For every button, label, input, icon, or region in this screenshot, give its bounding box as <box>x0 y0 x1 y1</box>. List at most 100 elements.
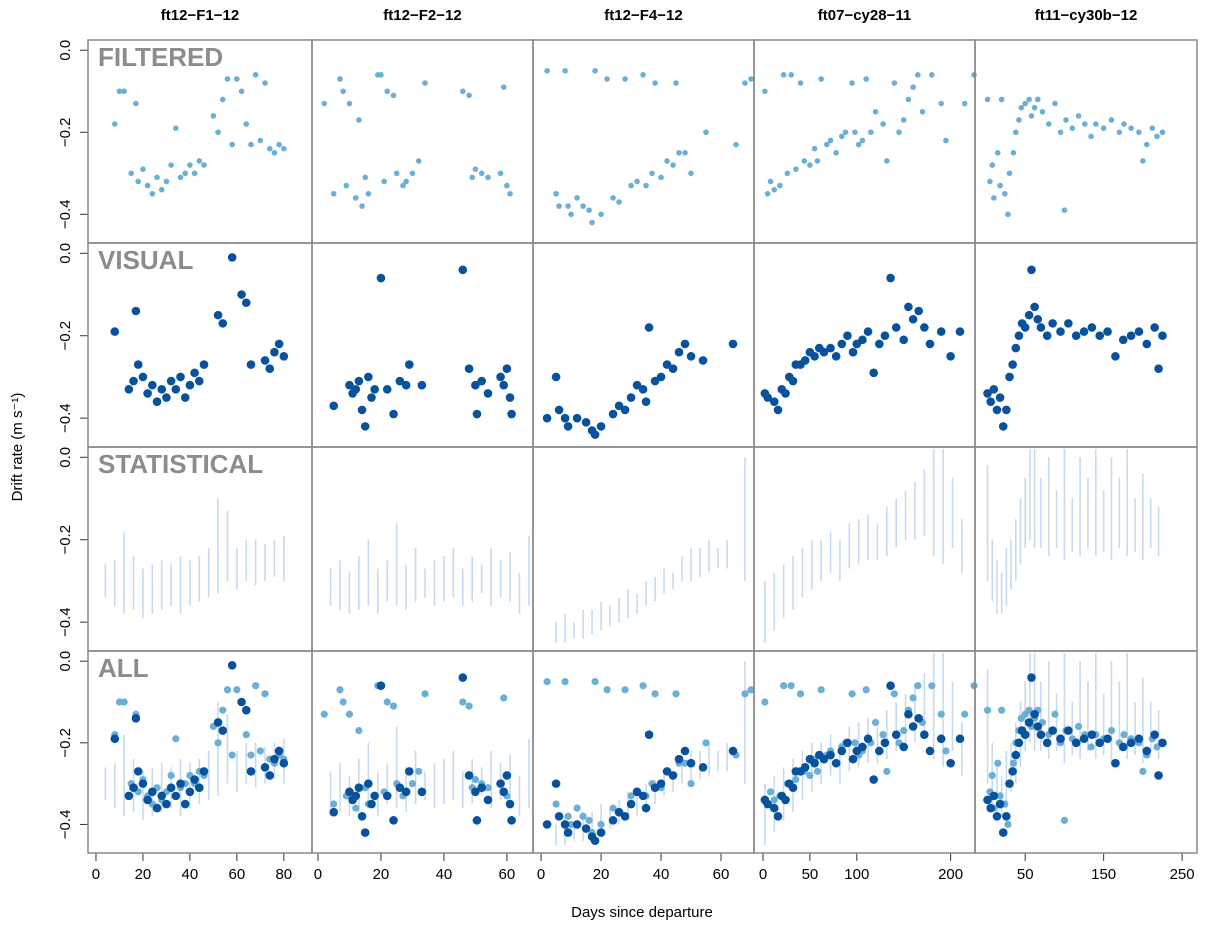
filtered-point <box>827 137 834 144</box>
visual-point <box>788 376 798 386</box>
filtered-point <box>658 174 664 181</box>
filtered-point <box>649 170 655 177</box>
filtered-point <box>890 690 898 698</box>
x-tick-label: 40 <box>436 866 453 883</box>
visual-point <box>171 791 181 801</box>
visual-point <box>1111 758 1120 768</box>
filtered-point <box>818 76 824 82</box>
visual-point <box>1033 722 1043 731</box>
filtered-point <box>994 149 1001 156</box>
filtered-point <box>764 190 771 197</box>
visual-point <box>1002 405 1011 415</box>
filtered-point <box>971 72 977 78</box>
filtered-point <box>998 96 1005 103</box>
filtered-point <box>1006 170 1013 177</box>
filtered-point <box>172 735 180 743</box>
filtered-point <box>681 759 689 767</box>
visual-point <box>1036 323 1046 332</box>
visual-point <box>560 413 570 423</box>
filtered-point <box>133 100 139 107</box>
filtered-point <box>872 108 879 115</box>
filtered-point <box>848 690 856 698</box>
visual-point <box>110 734 120 744</box>
filtered-point <box>961 710 969 718</box>
visual-point <box>1150 323 1159 332</box>
visual-point <box>542 820 552 829</box>
visual-point <box>992 811 1002 821</box>
visual-point <box>162 393 171 402</box>
visual-point <box>417 380 427 390</box>
filtered-point <box>1018 104 1025 111</box>
x-tick-label: 60 <box>229 866 246 883</box>
filtered-point <box>346 100 353 107</box>
filtered-point <box>149 190 156 197</box>
visual-point <box>819 754 829 764</box>
visual-point <box>632 380 642 390</box>
x-tick-label: 0 <box>537 866 545 883</box>
visual-point <box>265 771 275 780</box>
visual-point <box>376 273 386 283</box>
visual-point <box>1042 331 1052 341</box>
filtered-point <box>880 121 886 127</box>
filtered-point <box>851 739 859 747</box>
visual-point <box>810 352 819 361</box>
filtered-point <box>702 739 710 747</box>
visual-point <box>904 709 913 719</box>
visual-point <box>650 783 660 793</box>
visual-point <box>773 811 783 821</box>
filtered-point <box>1088 133 1094 140</box>
filtered-point <box>568 211 574 218</box>
filtered-point <box>415 767 423 775</box>
filtered-point <box>1143 141 1150 148</box>
visual-point <box>1064 726 1073 735</box>
filtered-point <box>580 203 586 209</box>
filtered-point <box>343 182 350 189</box>
filtered-point <box>320 710 328 718</box>
visual-point <box>837 339 847 349</box>
filtered-point <box>997 182 1003 189</box>
filtered-point <box>938 100 945 107</box>
visual-point <box>1087 323 1097 332</box>
visual-point <box>986 803 995 813</box>
visual-point <box>1095 738 1105 748</box>
visual-point <box>131 714 141 723</box>
visual-point <box>608 409 618 419</box>
filtered-point <box>500 694 508 702</box>
filtered-point <box>378 72 384 78</box>
filtered-point <box>359 203 365 209</box>
visual-point <box>686 352 696 361</box>
visual-point <box>925 746 935 756</box>
x-tick-label: 20 <box>373 866 390 883</box>
filtered-point <box>1074 722 1083 731</box>
filtered-point <box>408 780 417 788</box>
filtered-point <box>823 141 830 148</box>
visual-point <box>1111 352 1120 361</box>
visual-point <box>899 335 909 345</box>
filtered-point <box>552 800 560 808</box>
visual-point <box>680 746 690 756</box>
x-tick-label: 100 <box>844 866 869 883</box>
y-tick-label: 0.0 <box>57 40 74 61</box>
filtered-point <box>943 137 949 144</box>
filtered-point <box>564 812 572 820</box>
filtered-point <box>210 113 217 119</box>
visual-point <box>946 352 955 361</box>
visual-point <box>507 409 516 419</box>
visual-point <box>863 734 873 744</box>
visual-point <box>246 360 256 369</box>
filtered-point <box>682 149 688 156</box>
filtered-point <box>276 141 282 148</box>
visual-point <box>1048 319 1057 328</box>
visual-point <box>382 385 392 394</box>
filtered-point <box>381 178 387 185</box>
filtered-point <box>459 698 467 706</box>
filtered-point <box>784 170 791 177</box>
row-label: STATISTICAL <box>98 449 263 479</box>
visual-point <box>389 816 398 825</box>
filtered-point <box>741 690 749 698</box>
filtered-point <box>905 96 912 103</box>
visual-point <box>891 730 901 739</box>
filtered-point <box>163 178 170 185</box>
filtered-point <box>672 690 680 698</box>
filtered-point <box>1060 816 1069 824</box>
